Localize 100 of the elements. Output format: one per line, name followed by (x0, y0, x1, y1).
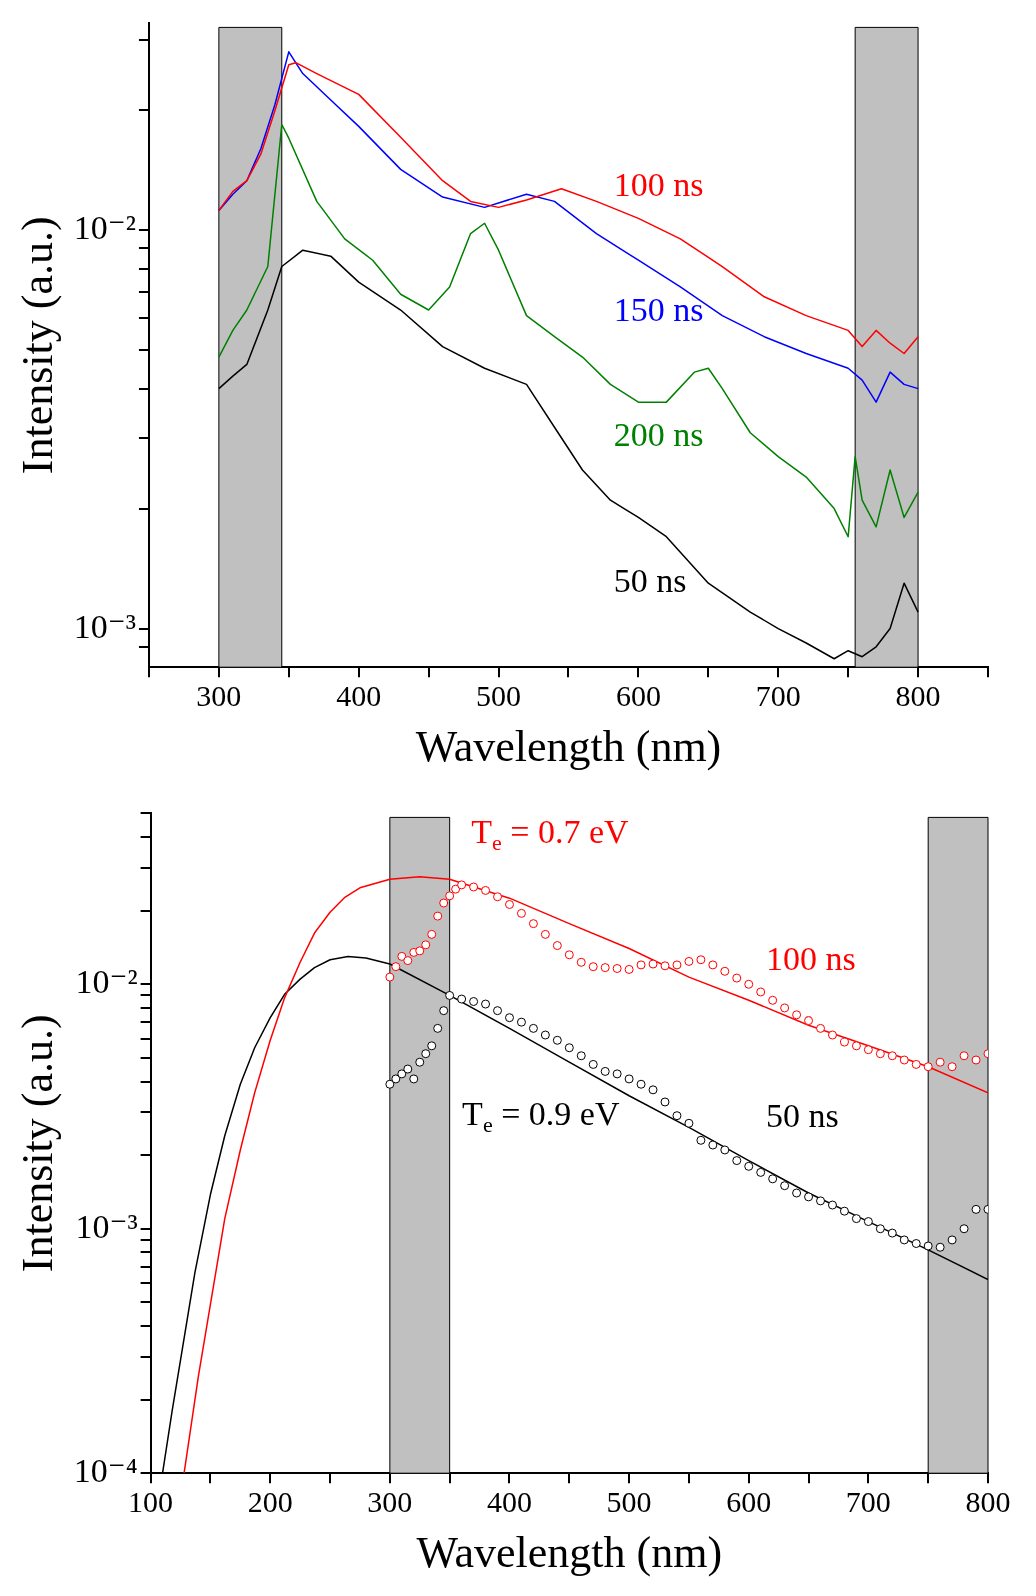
point (875, 1224, 885, 1234)
point (804, 1192, 814, 1202)
x-tick-label: 500 (606, 1485, 652, 1519)
x-tick-label: 700 (755, 679, 801, 713)
point (648, 959, 658, 969)
point (935, 1057, 945, 1067)
point (851, 1214, 861, 1224)
point (391, 962, 401, 972)
point (768, 995, 778, 1005)
point (744, 1161, 754, 1171)
point (851, 1041, 861, 1051)
point (409, 1074, 419, 1084)
point (899, 1235, 909, 1245)
point (588, 1059, 598, 1069)
point (827, 1200, 837, 1210)
point (445, 891, 455, 901)
point (959, 1051, 969, 1061)
point (612, 964, 622, 974)
series-label: 100 ns (613, 166, 704, 204)
point (720, 1145, 730, 1155)
point (421, 1049, 431, 1059)
point (804, 1016, 814, 1026)
series-label: 50 ns (766, 1097, 839, 1135)
point (576, 1051, 586, 1061)
point (935, 1242, 945, 1252)
point (696, 955, 706, 965)
point (433, 1023, 443, 1033)
point (528, 919, 538, 929)
point (887, 1051, 897, 1061)
point (391, 1074, 401, 1084)
point (481, 999, 491, 1009)
point (744, 979, 754, 989)
point (588, 962, 598, 972)
point (457, 994, 467, 1004)
point (816, 1023, 826, 1033)
point (923, 1062, 933, 1072)
point (445, 990, 455, 1000)
x-tick-label: 300 (196, 679, 242, 713)
point (959, 1224, 969, 1234)
point (516, 908, 526, 918)
point (732, 973, 742, 983)
point (947, 1235, 957, 1245)
point (421, 940, 431, 950)
point (971, 1055, 981, 1065)
point (684, 956, 694, 966)
x-tick-label: 300 (367, 1485, 413, 1519)
series-label: 200 ns (613, 415, 704, 453)
point (493, 1006, 503, 1016)
x-tick-label: 800 (895, 679, 941, 713)
x-tick-label: 600 (615, 679, 661, 713)
x-tick-label: 700 (845, 1485, 891, 1519)
y-axis-title: Intensity (a.u.) (12, 1014, 62, 1273)
x-tick-label: 500 (476, 679, 522, 713)
point (780, 1003, 790, 1013)
point (433, 911, 443, 921)
point (756, 1167, 766, 1177)
point (552, 941, 562, 951)
point (600, 1066, 610, 1076)
x-tick-label: 800 (965, 1485, 1011, 1519)
x-axis-title: Wavelength (nm) (415, 722, 722, 772)
point (839, 1037, 849, 1047)
point (439, 898, 449, 908)
point (780, 1181, 790, 1191)
point (792, 1010, 802, 1020)
y-tick-label: 10⁻³ (75, 1207, 138, 1245)
point (720, 966, 730, 976)
point (816, 1196, 826, 1206)
point (636, 1079, 646, 1089)
point (415, 946, 425, 956)
point (427, 929, 437, 939)
point (636, 960, 646, 970)
point (947, 1062, 957, 1072)
point (481, 885, 491, 895)
point (493, 892, 503, 902)
series-label: 150 ns (613, 291, 704, 329)
point (672, 960, 682, 970)
point (612, 1069, 622, 1079)
point (911, 1239, 921, 1249)
x-tick-label: 400 (486, 1485, 532, 1519)
point (504, 1013, 514, 1023)
point (457, 880, 467, 890)
point (923, 1241, 933, 1251)
x-tick-label: 400 (336, 679, 382, 713)
y-tick-label: 10⁻³ (73, 607, 136, 645)
point (887, 1228, 897, 1238)
point (385, 1079, 395, 1089)
point (899, 1055, 909, 1065)
point (672, 1111, 682, 1121)
point (911, 1059, 921, 1069)
point (756, 987, 766, 997)
point (684, 1118, 694, 1128)
point (732, 1156, 742, 1166)
point (564, 1043, 574, 1053)
point (792, 1188, 802, 1198)
point (415, 1057, 425, 1067)
point (648, 1085, 658, 1095)
point (576, 957, 586, 967)
point (827, 1030, 837, 1040)
point (540, 1030, 550, 1040)
point (469, 997, 479, 1007)
